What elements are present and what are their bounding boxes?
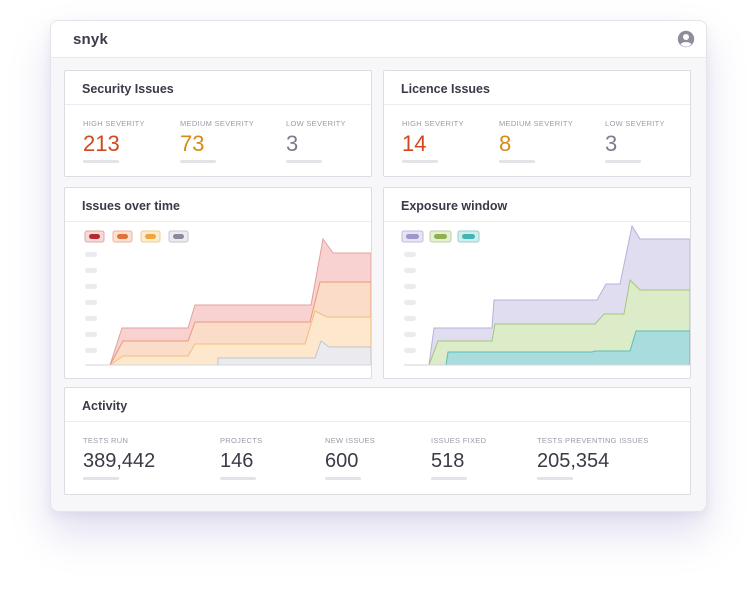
stat-label: TESTS RUN — [83, 436, 129, 445]
activity-tests-preventing-issues[interactable]: TESTS PREVENTING ISSUES 205,354 — [537, 436, 649, 480]
stat-label: ISSUES FIXED — [431, 436, 487, 445]
dashboard-window: snyk Security Issues HIGH SEVERITY 213 M… — [50, 20, 707, 512]
security-issues-title: Security Issues — [82, 82, 174, 96]
title-bar: snyk — [51, 21, 706, 58]
exposure-window-card: Exposure window — [383, 187, 691, 379]
card-divider — [384, 104, 690, 105]
stat-label: NEW ISSUES — [325, 436, 376, 445]
legend-item-purple[interactable] — [401, 230, 424, 243]
stat-placeholder-bar — [499, 160, 535, 163]
legend-item-green[interactable] — [429, 230, 452, 243]
stat-label: TESTS PREVENTING ISSUES — [537, 436, 649, 445]
stat-value: 3 — [605, 131, 618, 156]
chart-legend — [401, 230, 480, 243]
security-high-severity[interactable]: HIGH SEVERITY 213 — [83, 119, 145, 163]
stat-placeholder-bar — [402, 160, 438, 163]
stat-placeholder-bar — [83, 477, 119, 480]
activity-new-issues[interactable]: NEW ISSUES 600 — [325, 436, 375, 480]
series-area-medium — [108, 310, 371, 366]
security-low-severity[interactable]: LOW SEVERITY 3 — [286, 119, 346, 163]
stat-value: 8 — [499, 131, 512, 156]
stat-label: HIGH SEVERITY — [83, 119, 145, 128]
stat-label: LOW SEVERITY — [605, 119, 665, 128]
stat-value: 146 — [220, 450, 254, 472]
activity-tests-run[interactable]: TESTS RUN 389,442 — [83, 436, 155, 480]
series-area-teal — [429, 330, 690, 366]
stat-value: 389,442 — [83, 450, 156, 472]
activity-title: Activity — [82, 399, 128, 413]
licence-issues-card: Licence Issues HIGH SEVERITY 14 MEDIUM S… — [383, 70, 691, 177]
stat-placeholder-bar — [537, 477, 573, 480]
stat-placeholder-bar — [325, 477, 361, 480]
stat-placeholder-bar — [431, 477, 467, 480]
brand-logo[interactable]: snyk — [73, 31, 108, 48]
licence-issues-title: Licence Issues — [401, 82, 490, 96]
legend-item-medium[interactable] — [140, 230, 161, 243]
issues-over-time-chart — [84, 230, 371, 366]
series-area-green — [428, 278, 690, 366]
security-medium-severity[interactable]: MEDIUM SEVERITY 73 — [180, 119, 254, 163]
legend-item-critical[interactable] — [84, 230, 105, 243]
activity-projects[interactable]: PROJECTS 146 — [220, 436, 262, 480]
legend-item-low[interactable] — [168, 230, 189, 243]
stat-value: 518 — [431, 450, 465, 472]
series-area-low — [110, 340, 371, 366]
user-avatar-icon[interactable] — [677, 30, 695, 48]
stat-label: LOW SEVERITY — [286, 119, 346, 128]
stat-placeholder-bar — [220, 477, 256, 480]
stat-placeholder-bar — [180, 160, 216, 163]
issues-over-time-title: Issues over time — [82, 199, 180, 213]
licence-low-severity[interactable]: LOW SEVERITY 3 — [605, 119, 665, 163]
exposure-window-title: Exposure window — [401, 199, 508, 213]
activity-card: Activity TESTS RUN 389,442 PROJECTS 146 … — [64, 387, 691, 495]
legend-item-high[interactable] — [112, 230, 133, 243]
stat-label: MEDIUM SEVERITY — [180, 119, 255, 128]
chart-legend — [84, 230, 189, 243]
card-divider — [65, 221, 371, 222]
stat-placeholder-bar — [605, 160, 641, 163]
stat-value: 213 — [83, 131, 120, 156]
licence-high-severity[interactable]: HIGH SEVERITY 14 — [402, 119, 464, 163]
stat-label: MEDIUM SEVERITY — [499, 119, 574, 128]
card-divider — [384, 221, 690, 222]
card-divider — [65, 104, 371, 105]
y-axis-placeholders — [85, 252, 97, 353]
licence-medium-severity[interactable]: MEDIUM SEVERITY 8 — [499, 119, 573, 163]
issues-over-time-card: Issues over time — [64, 187, 372, 379]
activity-issues-fixed[interactable]: ISSUES FIXED 518 — [431, 436, 486, 480]
stat-placeholder-bar — [83, 160, 119, 163]
stat-label: PROJECTS — [220, 436, 263, 445]
stat-value: 600 — [325, 450, 359, 472]
card-divider — [65, 421, 690, 422]
stat-value: 205,354 — [537, 450, 610, 472]
stat-label: HIGH SEVERITY — [402, 119, 464, 128]
stat-value: 14 — [402, 131, 427, 156]
stat-value: 3 — [286, 131, 299, 156]
exposure-window-chart — [401, 224, 690, 366]
y-axis-placeholders — [404, 252, 416, 353]
legend-item-teal[interactable] — [457, 230, 480, 243]
stat-value: 73 — [180, 131, 205, 156]
security-issues-card: Security Issues HIGH SEVERITY 213 MEDIUM… — [64, 70, 372, 177]
stat-placeholder-bar — [286, 160, 322, 163]
